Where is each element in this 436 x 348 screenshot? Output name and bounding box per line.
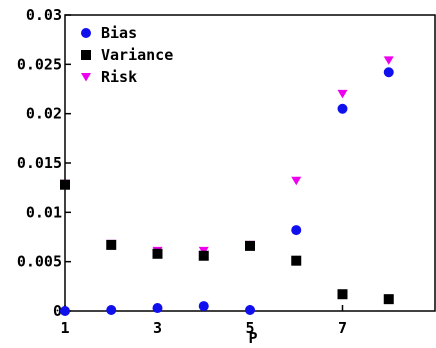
y-tick-label: 0.03 (26, 6, 62, 24)
data-point-variance (198, 250, 209, 261)
y-tick-label: 0.015 (17, 154, 62, 172)
data-point-variance (291, 255, 302, 266)
x-tick-label: 1 (60, 319, 69, 337)
data-point-bias (198, 301, 209, 312)
y-tick-label: 0 (53, 302, 62, 320)
y-tick-label: 0.025 (17, 55, 62, 73)
data-point-bias (245, 305, 255, 316)
legend-label-risk: Risk (101, 68, 137, 86)
data-marks (60, 56, 394, 316)
legend-label-bias: Bias (101, 24, 137, 42)
y-tick-label: 0.02 (26, 105, 62, 123)
data-point-risk (337, 89, 348, 99)
plot-axes: 0 0.005 0.01 0.015 0.02 0.025 0.03 1 3 5 7 (17, 6, 436, 337)
data-point-bias (337, 103, 348, 114)
data-point-variance (60, 179, 70, 190)
legend-label-variance: Variance (101, 46, 173, 64)
y-tick-label: 0.005 (17, 253, 62, 271)
data-point-variance (245, 240, 255, 251)
x-tick-label: 5 (245, 319, 254, 337)
legend-marker-bias (81, 28, 91, 38)
data-point-variance (152, 248, 163, 259)
data-point-bias (106, 305, 117, 316)
data-point-variance (383, 294, 394, 305)
data-point-risk (383, 56, 394, 65)
legend-marker-variance (81, 50, 91, 60)
data-point-bias (383, 67, 394, 78)
y-tick-label: 0.01 (26, 203, 62, 221)
data-point-variance (337, 289, 348, 300)
legend: Bias Variance Risk (81, 24, 173, 86)
data-point-bias (152, 303, 163, 314)
data-point-risk (291, 176, 302, 186)
x-axis-title: P (248, 329, 257, 347)
data-point-bias (60, 306, 70, 316)
data-point-bias (291, 225, 302, 236)
legend-marker-risk (81, 73, 91, 82)
x-tick-label: 3 (153, 319, 162, 337)
x-tick-label: 7 (338, 319, 347, 337)
data-point-variance (106, 239, 117, 250)
